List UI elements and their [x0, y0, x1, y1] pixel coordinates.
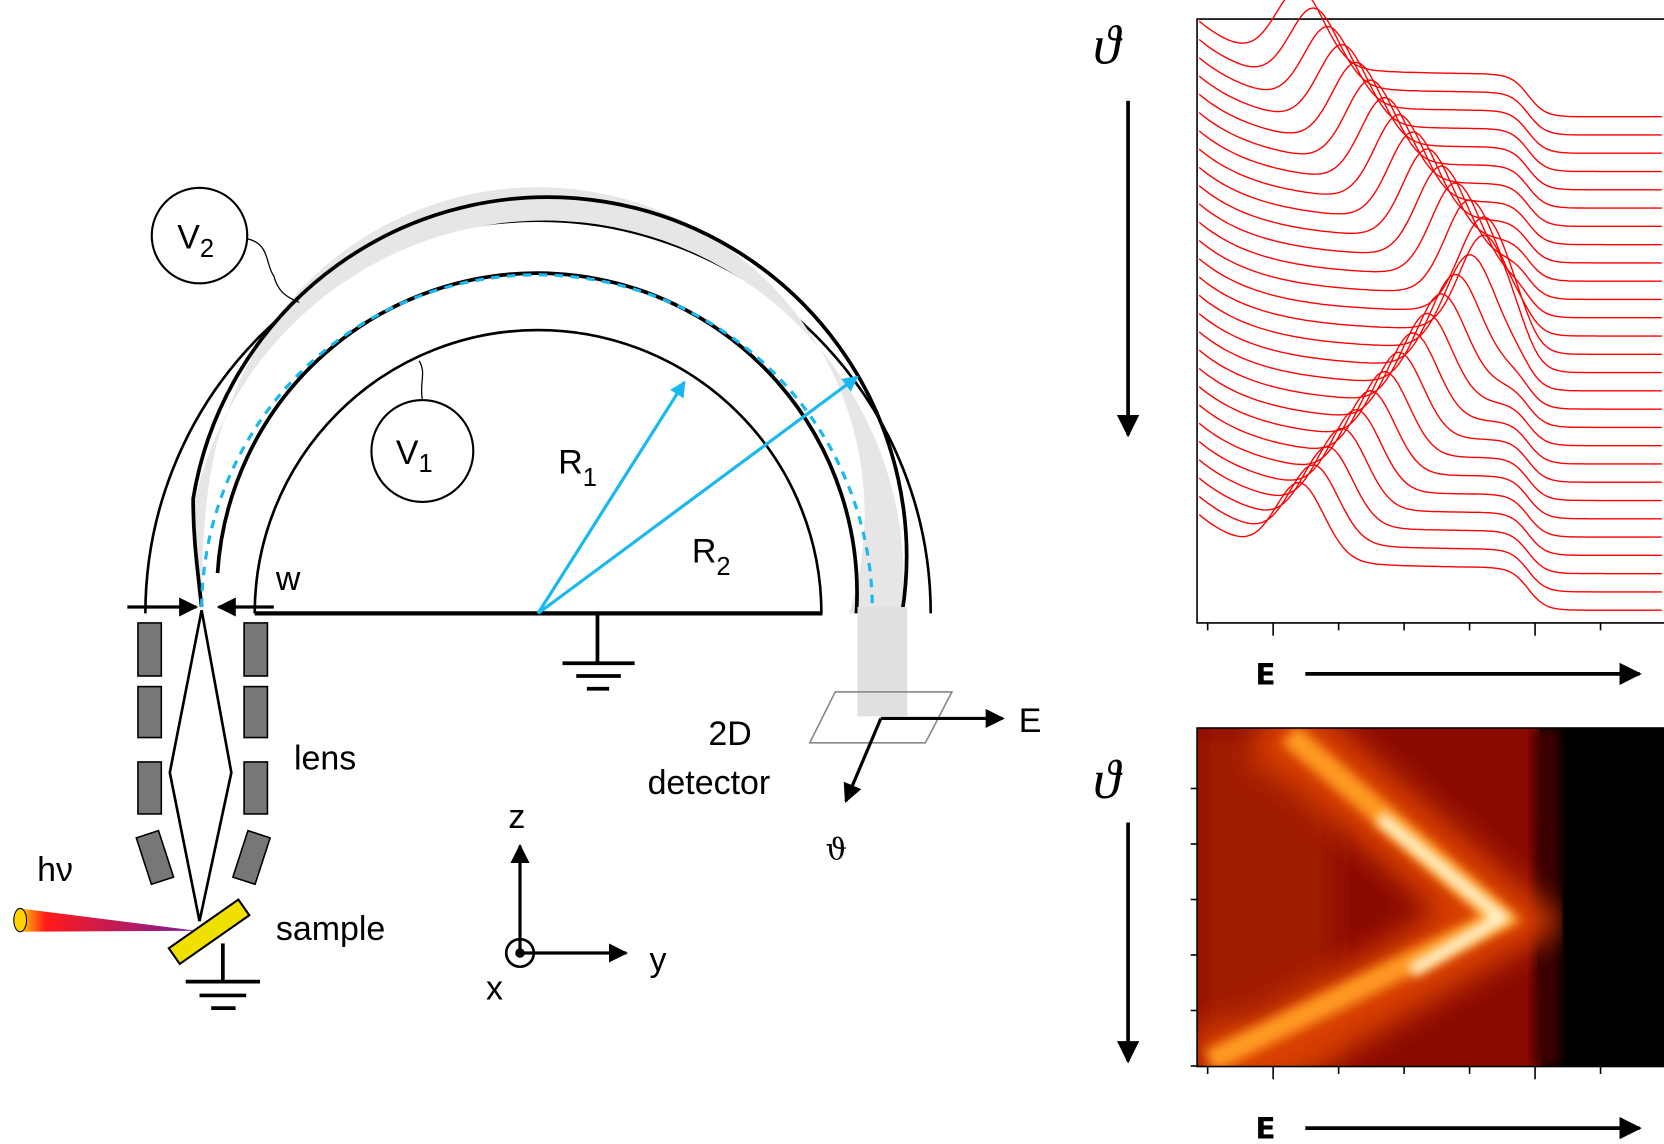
label-part: V — [177, 218, 200, 256]
gray-band — [193, 187, 904, 613]
central-path — [202, 275, 873, 614]
label-part: 1 — [583, 464, 597, 492]
coordinate-axes — [506, 846, 626, 967]
inner-electrode — [255, 330, 822, 613]
y-label: y — [649, 941, 666, 979]
figure: V2 V1 R1 R2 w lens hν sample 2D detector… — [0, 0, 1664, 1144]
label-part: 2 — [200, 235, 214, 263]
w-label: w — [275, 560, 301, 598]
spectra-panel: ϑ E — [1093, 0, 1664, 692]
spectrum-curve — [1199, 465, 1662, 592]
r2-label: R2 — [692, 532, 731, 581]
spectrum-curve — [1199, 8, 1662, 135]
shape — [244, 623, 267, 676]
spectrum-curve — [1199, 166, 1662, 300]
z-label: z — [508, 798, 525, 836]
spectrum-curve — [1199, 333, 1662, 464]
shape — [136, 831, 173, 885]
page: Hemispherical analyzer {"analyzer": { "v… — [0, 0, 1664, 1144]
shape — [1533, 728, 1560, 1067]
shape — [138, 623, 161, 676]
sample-plate — [169, 900, 250, 964]
spectrum-curve — [1199, 352, 1662, 482]
spectrum-curve — [1199, 115, 1662, 245]
inner-hemisphere-outer — [218, 273, 857, 613]
label-part: 2 — [716, 553, 730, 581]
energy-axis-label: E — [1255, 1112, 1275, 1144]
label-part: R — [558, 443, 583, 481]
shape — [138, 687, 161, 738]
theta-arrow — [846, 718, 881, 801]
detector-column — [857, 607, 907, 716]
shape — [138, 762, 161, 814]
body: V2 V1 R1 R2 w lens hν sample 2D detector… — [0, 0, 1664, 1144]
sample-label: sample — [276, 910, 385, 948]
shape — [233, 831, 270, 885]
spectrum-curve — [1199, 0, 1662, 117]
energy-axis-label: E — [1255, 657, 1275, 692]
spectrum-curve — [1199, 62, 1662, 190]
shape — [517, 950, 523, 956]
spectrum-curve — [1199, 80, 1662, 208]
label-part: 1 — [418, 450, 432, 478]
spectrum-curve — [1199, 391, 1662, 519]
wire — [247, 239, 299, 303]
photon-label: hν — [37, 851, 73, 889]
intensity-map: ϑ E — [1093, 728, 1664, 1144]
spectrum-curve — [1199, 313, 1662, 445]
shape — [244, 762, 267, 814]
outer-hemisphere — [193, 197, 906, 613]
beam-end — [14, 908, 27, 931]
label-part: R — [692, 532, 717, 570]
photon-beam — [19, 908, 196, 931]
spectrum-curve — [1199, 483, 1662, 611]
shape — [1197, 728, 1664, 1067]
shape — [170, 610, 232, 921]
angle-axis-label: ϑ — [1093, 15, 1123, 76]
r1-label: R1 — [558, 443, 597, 492]
wire — [419, 361, 422, 400]
lens-label: lens — [294, 739, 356, 777]
x-label: x — [486, 970, 503, 1008]
e-label: E — [1019, 702, 1042, 740]
shape — [244, 687, 267, 738]
spectrum-curve — [1199, 217, 1662, 355]
label-part: V — [396, 434, 419, 472]
r2-arrow — [538, 377, 857, 614]
r1-arrow — [538, 382, 684, 613]
spectrum-curve — [1199, 26, 1662, 153]
lens-assembly — [14, 610, 270, 1008]
ground — [562, 613, 634, 688]
spectrum-curve — [1199, 132, 1662, 263]
theta-label: ϑ — [826, 833, 847, 868]
detector-label: 2D — [708, 715, 751, 753]
angle-axis-label: ϑ — [1093, 749, 1123, 810]
detector-label: detector — [648, 764, 771, 802]
